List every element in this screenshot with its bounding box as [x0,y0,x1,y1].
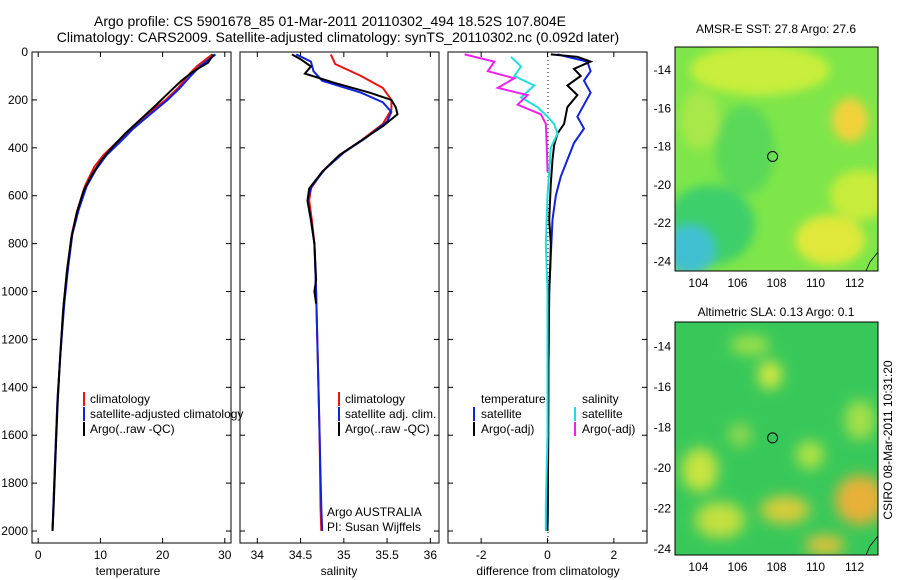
legend-heading-temperature: temperature [481,392,546,406]
x-tick-label: 20 [156,548,170,562]
y-tick-label: 1800 [1,476,28,490]
sla-axes [674,321,879,556]
salinity-legend: climatology satellite adj. clim. Argo(..… [327,392,436,534]
amsr-axes [674,46,879,272]
sla-argo-marker [767,432,779,444]
difference-temperature-argo-adj-line [546,53,594,532]
side-timestamp: CSIRO 08-Mar-2011 10:31:20 [881,360,895,520]
y-tick-label: 1000 [1,285,28,299]
salinity-argo-raw-qc-line [291,53,399,304]
legend-label-satellite: satellite-adjusted climatology [90,407,243,421]
salinity-satellite-adj-clim-line [295,53,393,532]
map-y-tick-label: -20 [654,461,672,475]
y-tick-label: 400 [8,141,28,155]
map-x-tick-label: 106 [727,560,747,574]
profile-lines [51,53,594,532]
map-x-tick-label: 108 [766,560,786,574]
sla-map [675,322,878,555]
map-y-tick-label: -18 [654,420,672,434]
figure-title-line1: Argo profile: CS 5901678_85 01-Mar-2011 … [94,13,566,29]
amsr-argo-marker [767,151,779,162]
map-y-tick-label: -14 [654,339,672,353]
figure-title-line2: Climatology: CARS2009. Satellite-adjuste… [57,29,619,45]
y-tick-label: 1400 [1,380,28,394]
map-y-tick-label: -22 [654,216,672,230]
temperature-axes [31,51,232,544]
axis-ticks: 0 10 20 30020040060080010001200140016001800… [1,45,864,574]
map-y-tick-label: -14 [654,63,672,77]
argo-australia-label: Argo AUSTRALIA [327,505,422,519]
x-tick-label: 34.5 [289,548,313,562]
legend-label-sal-argo: Argo(-adj) [582,422,635,436]
y-tick-label: 0 [21,45,28,59]
legend-label-argo: Argo(..raw -QC) [90,422,175,436]
difference-salinity-satellite-line [510,56,559,531]
y-tick-label: 1200 [1,332,28,346]
map-x-tick-label: 110 [806,276,825,290]
y-tick-label: 2000 [1,524,28,538]
x-tick-label: 10 [94,548,108,562]
sla-coastline [865,535,879,556]
map-x-tick-label: 108 [766,276,786,290]
x-tick-label: 36 [424,548,438,562]
x-tick-label: 35.5 [375,548,399,562]
y-tick-label: 200 [8,93,28,107]
map-x-tick-label: 112 [845,560,864,574]
salinity-axes [239,51,440,544]
map-x-tick-label: 106 [727,276,747,290]
legend-label-temp-argo: Argo(-adj) [481,422,534,436]
x-tick-label: 30 [218,548,232,562]
legend-label-argo: Argo(..raw -QC) [345,422,430,436]
amsr-coastline [865,251,879,272]
y-tick-label: 800 [8,237,28,251]
map-x-tick-label: 110 [806,560,825,574]
difference-xlabel: difference from climatology [476,564,619,578]
sla-title: Altimetric SLA: 0.13 Argo: 0.1 [698,305,855,319]
salinity-climatology-line [308,53,393,532]
y-tick-label: 1600 [1,428,28,442]
pi-label: PI: Susan Wijffels [327,520,421,534]
x-tick-label: -2 [476,548,487,562]
legend-label-climatology: climatology [345,392,405,406]
map-y-tick-label: -16 [654,380,672,394]
temperature-argo-raw-qc-line [51,53,215,532]
map-x-tick-label: 104 [688,560,708,574]
amsr-title: AMSR-E SST: 27.8 Argo: 27.6 [696,22,856,36]
map-x-tick-label: 112 [845,276,864,290]
difference-legend: temperature satellite Argo(-adj) salinit… [473,392,635,436]
map-y-tick-label: -20 [654,178,672,192]
legend-label-temp-satellite: satellite [481,407,522,421]
map-y-tick-label: -18 [654,140,672,154]
x-tick-label: 35 [337,548,351,562]
map-y-tick-label: -22 [654,501,672,515]
difference-salinity-argo-adj-line [464,53,549,172]
map-y-tick-label: -24 [654,254,672,268]
y-tick-label: 600 [8,189,28,203]
x-tick-label: 0 [544,548,551,562]
salinity-xlabel: salinity [321,564,358,578]
legend-heading-salinity: salinity [582,392,619,406]
x-tick-label: 2 [610,548,617,562]
x-tick-label: 0 [35,548,42,562]
map-y-tick-label: -16 [654,101,672,115]
temperature-xlabel: temperature [96,564,161,578]
temperature-legend: climatology satellite-adjusted climatolo… [83,392,243,436]
map-x-tick-label: 104 [688,276,708,290]
legend-label-satellite: satellite adj. clim. [345,407,436,421]
x-tick-label: 34 [251,548,265,562]
map-y-tick-label: -24 [654,542,672,556]
legend-label-sal-satellite: satellite [582,407,623,421]
legend-label-climatology: climatology [90,392,150,406]
amsr-sst-map [675,47,878,271]
